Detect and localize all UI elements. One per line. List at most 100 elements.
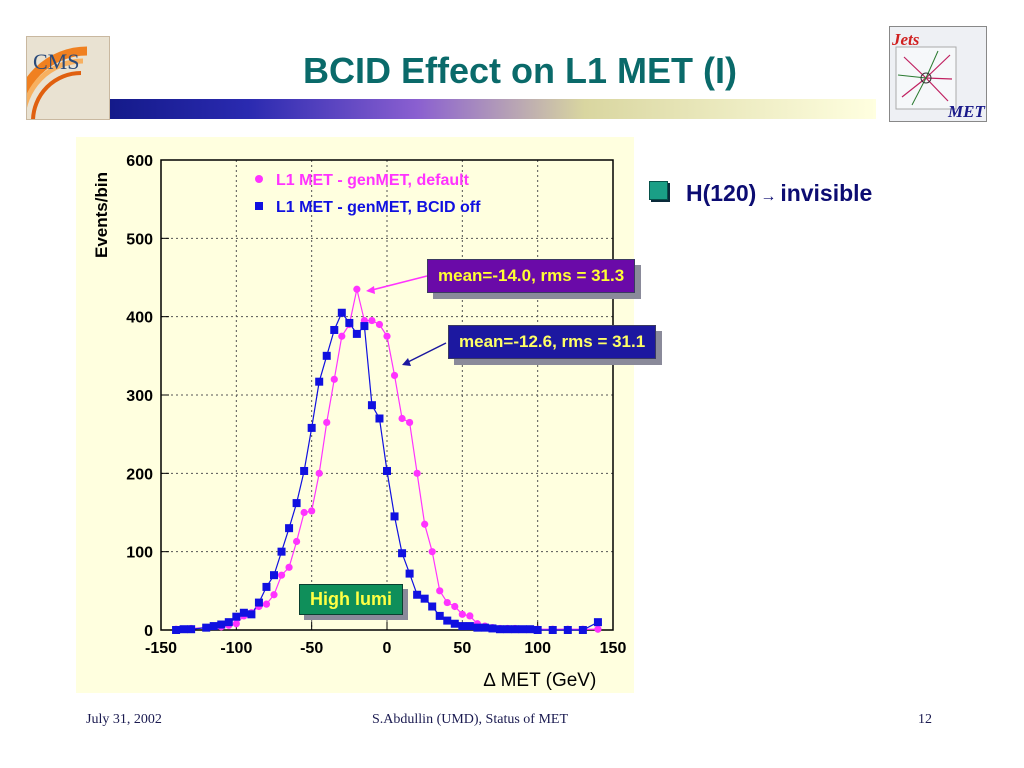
data-point-bcid-off [232,612,241,621]
data-point-bcid-off [473,623,482,632]
callout-arrow-default [367,275,428,292]
data-point-bcid-off [337,308,346,317]
y-axis-label: Events/bin [92,172,111,258]
data-point-bcid-off [345,318,354,327]
data-point-bcid-off [277,547,286,556]
data-point-bcid-off [375,414,384,423]
data-point-bcid-off [285,524,294,533]
data-point-bcid-off [563,626,572,634]
data-point-default [262,600,271,608]
data-point-bcid-off [390,512,399,521]
data-point-bcid-off [322,351,331,360]
data-point-default [277,571,286,579]
data-point-bcid-off [443,616,452,625]
data-point-bcid-off [315,377,324,386]
legend-marker-bcid-off [255,202,263,210]
data-point-bcid-off [420,594,429,603]
data-point-bcid-off [465,622,474,631]
data-point-bcid-off [593,618,602,627]
data-point-default [398,414,406,423]
data-point-default [330,375,338,383]
data-point-bcid-off [518,625,527,634]
data-point-bcid-off [488,624,497,633]
data-point-bcid-off [202,623,211,632]
callout-arrowhead-default [366,286,375,294]
data-point-bcid-off [360,322,369,331]
data-point-bcid-off [458,622,467,631]
data-point-bcid-off [480,623,489,632]
high-lumi-label: High lumi [299,584,403,615]
data-point-default [383,332,391,340]
bullet-text-pre: H(120) [686,180,757,206]
x-tick-label: 100 [524,640,551,657]
data-point-bcid-off [172,626,181,634]
axis-ticks: -150 -100 -50 0 50 100 150 0 100 200 300 400 500 600 [126,153,626,657]
x-tick-label: -100 [220,640,252,657]
legend: L1 MET - genMET, default L1 MET - genMET,… [255,172,481,216]
data-point-bcid-off [187,625,196,634]
data-point-default [368,316,376,325]
y-tick-label: 0 [144,623,153,640]
data-point-default [451,602,459,611]
jets-logo-text: Jets [891,30,920,49]
y-tick-label: 300 [126,388,153,405]
data-point-bcid-off [533,626,542,634]
footer-page-number: 12 [918,712,932,727]
data-point-default [436,587,444,595]
slide-title: BCID Effect on L1 MET (I) [303,50,737,91]
data-point-bcid-off [367,401,376,410]
data-point-default [406,418,414,427]
y-tick-label: 500 [126,231,153,248]
bullet-square-icon [649,181,668,200]
series-markers [172,285,602,634]
footer-date: July 31, 2002 [86,712,162,727]
cms-logo: CMS [26,36,110,120]
bullet-text: H(120) → invisible [686,180,872,207]
data-point-bcid-off [511,625,520,634]
x-tick-label: -150 [145,640,177,657]
data-point-bcid-off [224,618,233,627]
y-tick-label: 600 [126,153,153,170]
x-tick-label: -50 [300,640,323,657]
bullet-text-post: invisible [780,180,873,206]
right-arrow-icon: → [760,188,777,205]
data-point-bcid-off [383,466,391,475]
title-underline-bar [110,99,876,119]
data-point-bcid-off [503,625,512,634]
data-point-bcid-off [413,590,422,599]
x-tick-label: 50 [453,640,471,657]
x-axis-label: ∆ MET (GeV) [484,670,597,691]
data-point-default [300,508,308,517]
data-point-bcid-off [496,625,504,634]
data-point-bcid-off [405,569,414,578]
data-point-default [338,332,346,340]
data-point-default [285,563,293,571]
y-tick-label: 200 [126,466,153,483]
plot-grid [161,160,613,630]
data-point-bcid-off [262,582,271,591]
data-point-default [293,537,301,546]
footer-author: S.Abdullin (UMD), Status of MET [372,712,568,727]
data-point-bcid-off [330,325,339,334]
data-point-bcid-off [209,622,218,631]
data-point-default [443,598,451,607]
data-point-default [270,591,278,599]
data-point-bcid-off [254,598,263,607]
data-point-bcid-off [398,549,407,558]
data-point-default [315,469,323,477]
data-point-bcid-off [526,625,535,634]
data-point-bcid-off [179,625,188,634]
data-point-default [428,548,436,556]
data-point-default [466,612,474,620]
data-point-bcid-off [307,423,316,432]
data-point-default [323,418,331,427]
jets-met-logo: Jets MET [889,26,987,122]
data-point-bcid-off [239,608,248,617]
data-point-default [390,371,399,380]
legend-label: L1 MET - genMET, default [276,172,470,189]
data-point-default [594,625,602,633]
data-point-bcid-off [352,329,361,338]
y-tick-label: 400 [126,310,153,327]
data-point-bcid-off [247,610,256,619]
x-tick-label: 150 [600,640,627,657]
